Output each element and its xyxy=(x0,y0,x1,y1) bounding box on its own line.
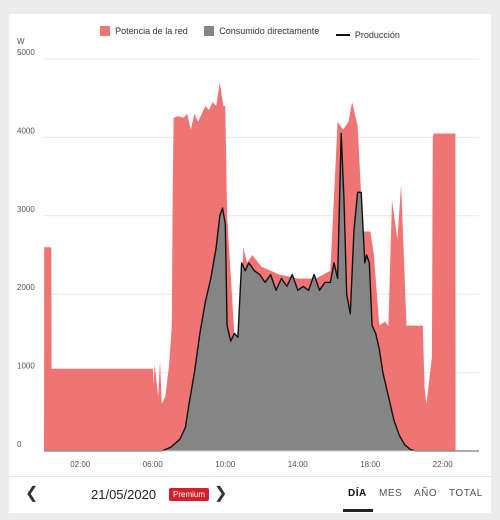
y-tick-label: 0 xyxy=(17,440,22,449)
y-tick-label: 2000 xyxy=(17,283,35,292)
legend-swatch-production xyxy=(335,34,350,36)
series-line-production xyxy=(44,132,479,452)
tab-day[interactable]: DÍA xyxy=(348,488,367,499)
previous-day-button[interactable]: ❮ xyxy=(25,485,39,502)
x-tick-label: 06:00 xyxy=(143,460,164,469)
energy-chart: 0 1000 2000 3000 4000 5000 W 02:00 06:00 10:00 14:… xyxy=(17,37,479,469)
y-tick-label: 4000 xyxy=(17,126,35,135)
legend-label-direct: Consumido directamente xyxy=(219,26,320,36)
x-tick-label: 18:00 xyxy=(360,460,381,469)
premium-badge: Premium xyxy=(169,488,210,501)
x-tick-label: 14:00 xyxy=(288,460,309,469)
y-tick-label: 1000 xyxy=(17,362,35,371)
selected-date: 21/05/2020 xyxy=(91,487,157,502)
legend-label-production: Producción xyxy=(354,30,400,40)
date-navigation-bar: ❮ 21/05/2020 Premium ❯ DÍA MES AÑO TOTAL xyxy=(9,476,491,513)
active-tab-indicator xyxy=(343,509,373,512)
x-tick-label: 22:00 xyxy=(433,460,454,469)
legend-item-grid-power[interactable]: Potencia de la red xyxy=(100,26,188,36)
legend-swatch-grid xyxy=(100,26,111,36)
x-tick-label: 10:00 xyxy=(215,460,236,469)
tab-total[interactable]: TOTAL xyxy=(449,488,483,499)
tab-year[interactable]: AÑO xyxy=(414,488,438,499)
legend-item-direct-consumption[interactable]: Consumido directamente xyxy=(204,26,319,36)
legend-label-grid: Potencia de la red xyxy=(115,26,188,36)
legend-swatch-direct xyxy=(204,26,215,36)
legend-item-production[interactable]: Producción xyxy=(335,30,400,40)
y-axis-label: W xyxy=(17,37,25,46)
tab-month[interactable]: MES xyxy=(379,488,403,499)
y-tick-label: 5000 xyxy=(17,48,35,57)
x-tick-label: 02:00 xyxy=(70,460,91,469)
chart-card: Potencia de la red Consumido directament… xyxy=(9,14,491,513)
chart-legend: Potencia de la red Consumido directament… xyxy=(9,26,491,40)
next-day-button[interactable]: ❯ xyxy=(214,485,228,502)
y-tick-label: 3000 xyxy=(17,205,35,214)
series-area-direct-consumption xyxy=(44,133,479,451)
